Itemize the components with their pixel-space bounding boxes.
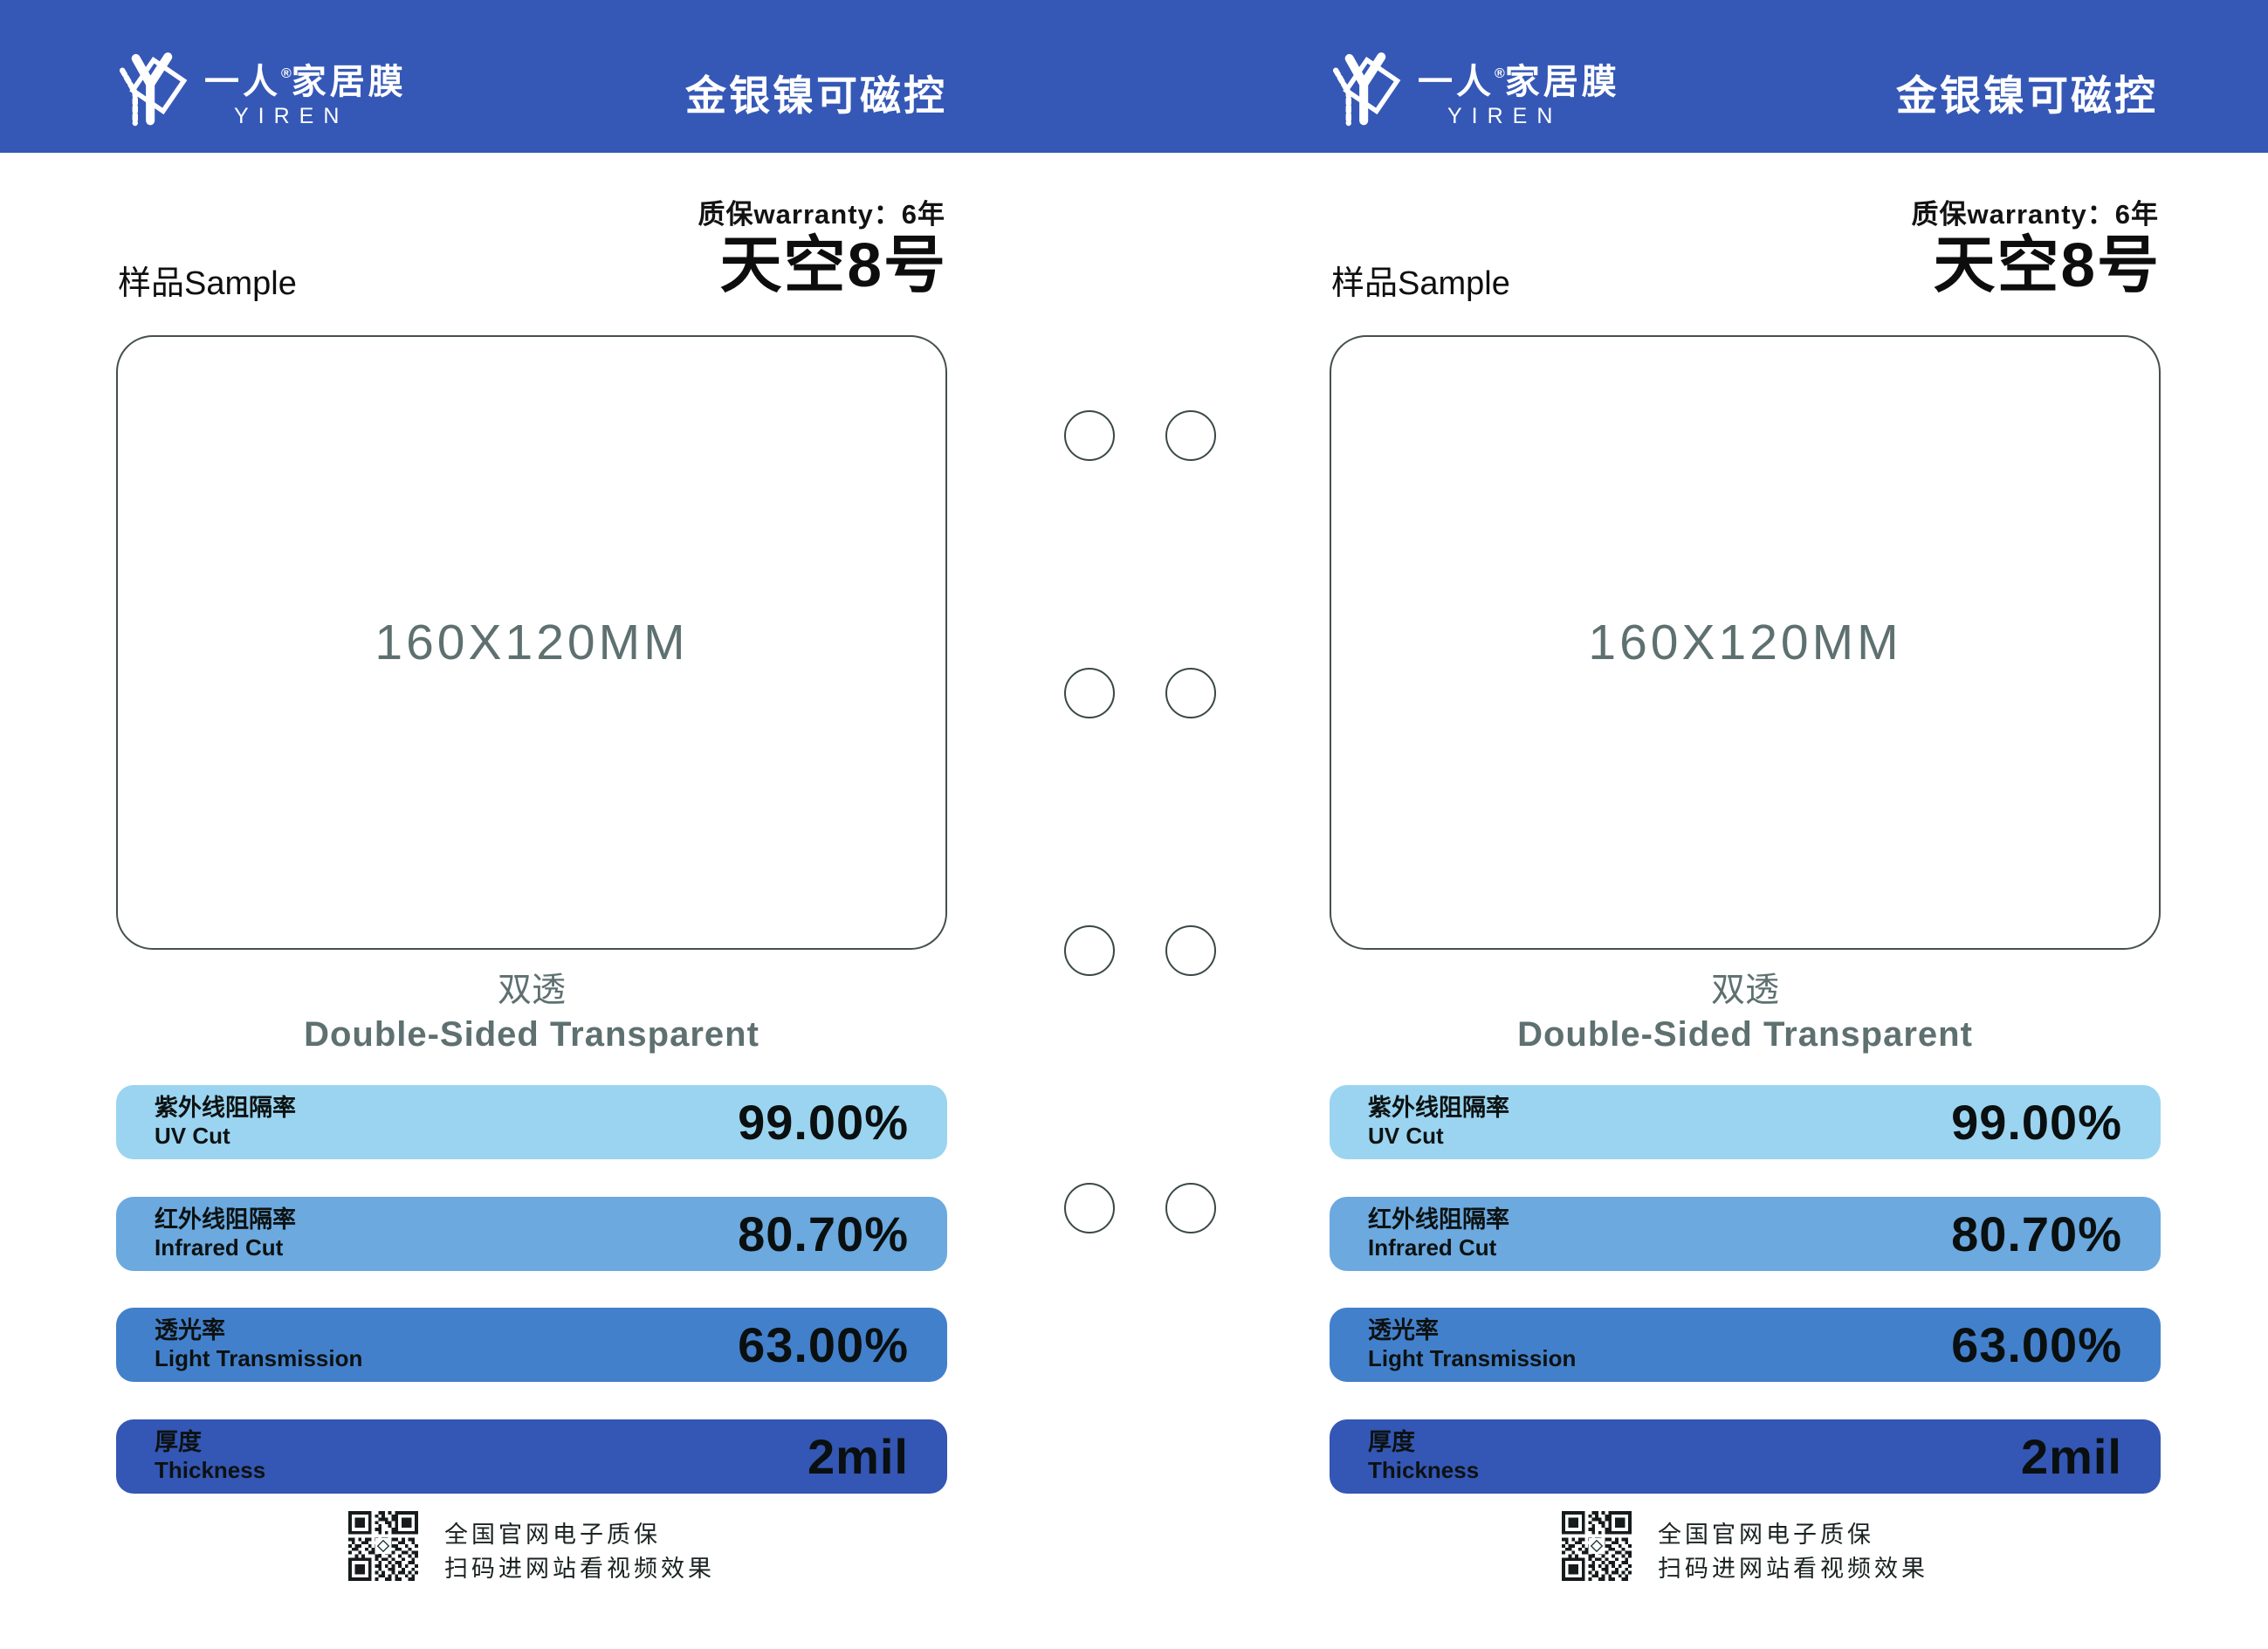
header-title-left: 金银镍可磁控 (685, 72, 947, 119)
finish-type-en: Double-Sided Transparent (1517, 1015, 1973, 1054)
stat-label-en: Light Transmission (155, 1345, 363, 1372)
product-card-right: 质保warranty：6年 天空8号 样品Sample 160X120MM 双透… (1330, 153, 2161, 1649)
stat-label-en: Thickness (155, 1457, 266, 1484)
brand-name-cn: 一人®家居膜 (204, 63, 407, 101)
qr-code (348, 1511, 418, 1581)
stat-bar-infrared-cut: 红外线阻隔率 Infrared Cut 80.70% (116, 1197, 947, 1271)
swatch-size-text: 160X120MM (375, 615, 689, 670)
qr-footer: 全国官网电子质保 扫码进网站看视频效果 (116, 1511, 947, 1586)
brand-name-en: YIREN (234, 104, 349, 128)
stat-label: 透光率 Light Transmission (1368, 1316, 1576, 1373)
stat-label-en: Light Transmission (1368, 1345, 1577, 1372)
stat-value: 99.00% (1951, 1095, 2122, 1150)
finish-type-cn: 双透 (497, 972, 566, 1009)
product-name: 天空8号 (1933, 231, 2161, 300)
brand-right: 一人®家居膜 YIREN (1325, 49, 1620, 133)
sample-swatch-area: 160X120MM (116, 335, 947, 950)
punch-hole (1165, 410, 1216, 461)
stat-value: 99.00% (738, 1095, 909, 1150)
finish-type-en: Double-Sided Transparent (304, 1015, 759, 1054)
punch-hole (1064, 925, 1115, 976)
qr-caption-line2: 扫码进网站看视频效果 (444, 1556, 715, 1583)
brand-text: 一人®家居膜 YIREN (1418, 65, 1620, 127)
brand-text: 一人®家居膜 YIREN (204, 65, 407, 127)
sample-swatch-area: 160X120MM (1330, 335, 2161, 950)
product-name: 天空8号 (719, 231, 947, 300)
stat-label-cn: 厚度 (1368, 1429, 1415, 1456)
stat-value: 2mil (807, 1429, 909, 1484)
warranty-text: 质保warranty：6年 (1911, 199, 2159, 230)
stat-value: 80.70% (738, 1206, 909, 1261)
stat-label: 厚度 Thickness (155, 1428, 265, 1485)
stat-bar-light-transmission: 透光率 Light Transmission 63.00% (116, 1308, 947, 1382)
warranty-text: 质保warranty：6年 (698, 199, 945, 230)
stat-label-en: UV Cut (155, 1123, 230, 1150)
qr-caption: 全国官网电子质保 扫码进网站看视频效果 (444, 1511, 715, 1586)
stat-value: 2mil (2020, 1429, 2122, 1484)
qr-footer: 全国官网电子质保 扫码进网站看视频效果 (1330, 1511, 2161, 1586)
finish-type-cn: 双透 (1710, 972, 1779, 1009)
stat-value: 63.00% (1951, 1317, 2122, 1372)
swatch-size-text: 160X120MM (1588, 615, 1902, 670)
stat-label-cn: 红外线阻隔率 (155, 1206, 296, 1233)
stat-label: 厚度 Thickness (1368, 1428, 1479, 1485)
stat-label-cn: 透光率 (155, 1317, 225, 1344)
qr-caption: 全国官网电子质保 扫码进网站看视频效果 (1658, 1511, 1928, 1586)
stat-label-en: Thickness (1368, 1457, 1480, 1484)
brand-left: 一人®家居膜 YIREN (112, 49, 407, 133)
sample-label: 样品Sample (1331, 265, 1510, 302)
stat-label-en: Infrared Cut (1368, 1234, 1497, 1261)
brand-name-en: YIREN (1447, 104, 1563, 128)
qr-code (1562, 1511, 1632, 1581)
stat-label: 紫外线阻隔率 UV Cut (155, 1094, 296, 1151)
stat-bar-uv-cut: 紫外线阻隔率 UV Cut 99.00% (1330, 1085, 2161, 1159)
punch-hole (1064, 668, 1115, 718)
punch-hole (1165, 668, 1216, 718)
stat-label-cn: 红外线阻隔率 (1368, 1206, 1509, 1233)
sample-label: 样品Sample (118, 265, 297, 302)
header-band: 一人®家居膜 YIREN 金银镍可磁控 一人®家居膜 YIREN 金银镍可磁控 (0, 0, 2268, 153)
stat-bar-thickness: 厚度 Thickness 2mil (1330, 1419, 2161, 1494)
registered-mark: ® (1495, 66, 1505, 81)
registered-mark: ® (281, 66, 292, 81)
stat-bar-uv-cut: 紫外线阻隔率 UV Cut 99.00% (116, 1085, 947, 1159)
punch-hole (1165, 925, 1216, 976)
stat-bar-thickness: 厚度 Thickness 2mil (116, 1419, 947, 1494)
brand-name-cn: 一人®家居膜 (1418, 63, 1620, 101)
stat-label-en: Infrared Cut (155, 1234, 284, 1261)
stat-label: 透光率 Light Transmission (155, 1316, 362, 1373)
stat-label-cn: 紫外线阻隔率 (1368, 1095, 1509, 1122)
header-title-right: 金银镍可磁控 (1896, 72, 2158, 119)
qr-caption-line2: 扫码进网站看视频效果 (1658, 1556, 1928, 1583)
stat-label-cn: 厚度 (155, 1429, 202, 1456)
yiren-logo-icon (1332, 52, 1401, 127)
punch-hole (1064, 410, 1115, 461)
stat-label: 红外线阻隔率 Infrared Cut (1368, 1206, 1509, 1262)
stat-label-en: UV Cut (1368, 1123, 1444, 1150)
stat-bar-light-transmission: 透光率 Light Transmission 63.00% (1330, 1308, 2161, 1382)
punch-hole (1064, 1183, 1115, 1233)
qr-caption-line1: 全国官网电子质保 (444, 1522, 661, 1548)
punch-hole (1165, 1183, 1216, 1233)
yiren-logo-icon (119, 52, 188, 127)
product-card-left: 质保warranty：6年 天空8号 样品Sample 160X120MM 双透… (116, 153, 947, 1649)
stat-label: 红外线阻隔率 Infrared Cut (155, 1206, 296, 1262)
stat-label-cn: 透光率 (1368, 1317, 1439, 1344)
stat-value: 63.00% (738, 1317, 909, 1372)
stat-label-cn: 紫外线阻隔率 (155, 1095, 296, 1122)
stat-value: 80.70% (1951, 1206, 2122, 1261)
stat-bar-infrared-cut: 红外线阻隔率 Infrared Cut 80.70% (1330, 1197, 2161, 1271)
stat-label: 紫外线阻隔率 UV Cut (1368, 1094, 1509, 1151)
qr-caption-line1: 全国官网电子质保 (1658, 1522, 1874, 1548)
